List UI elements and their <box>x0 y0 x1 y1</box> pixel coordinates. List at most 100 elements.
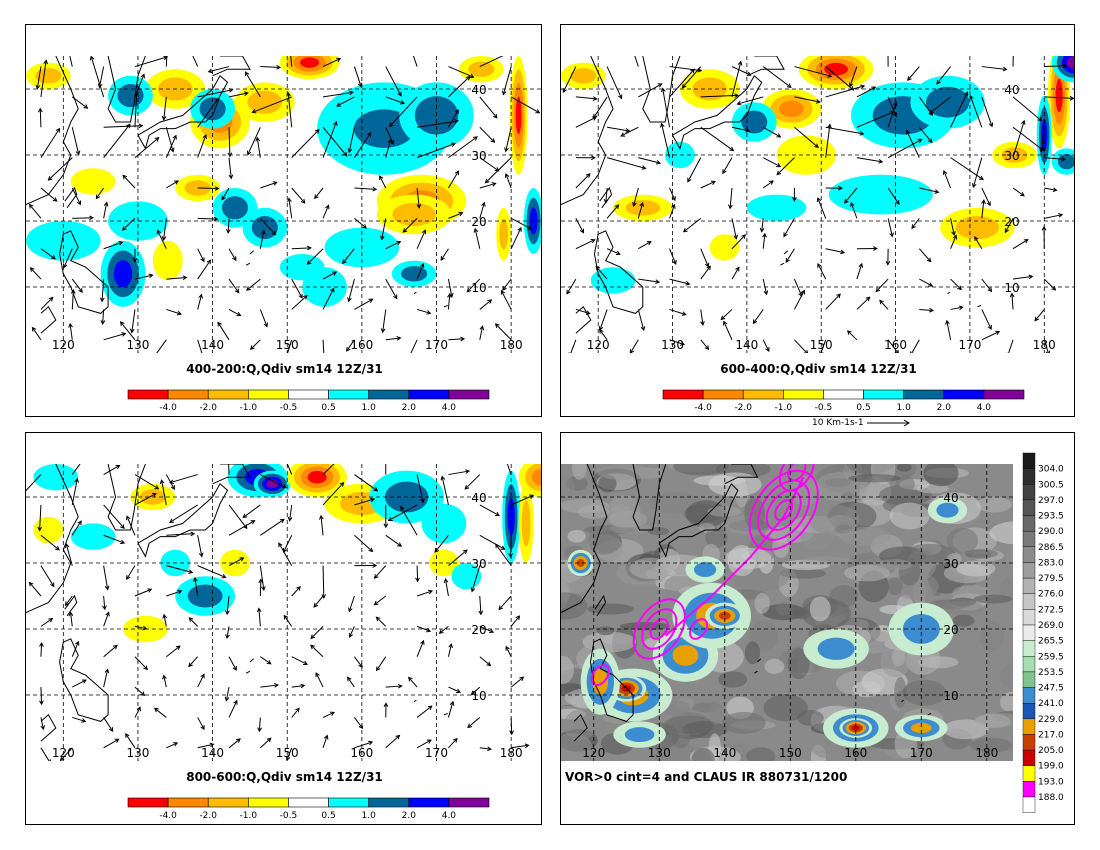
ir-colorbar-label: 241.0 <box>1038 699 1064 709</box>
vector-arrowhead <box>29 267 35 272</box>
vector-arrowhead <box>827 123 832 129</box>
vector-arrowhead <box>236 311 242 317</box>
moisture-flux-vector <box>825 85 865 98</box>
moisture-flux-vector <box>95 187 105 199</box>
moisture-flux-vector <box>322 58 341 68</box>
q-divergence-contour <box>1057 153 1074 170</box>
vector-arrowhead <box>460 336 466 342</box>
q-divergence-contour <box>251 216 278 240</box>
moisture-flux-vector <box>291 187 306 204</box>
moisture-flux-vector <box>40 60 47 97</box>
q-divergence-contour <box>709 234 740 261</box>
moisture-flux-vector <box>737 96 764 105</box>
colorbar-label: 4.0 <box>442 403 457 413</box>
vector-arrowhead <box>957 285 962 291</box>
vector-arrowhead <box>501 90 507 96</box>
moisture-flux-vector <box>1012 275 1033 280</box>
vector-arrowhead <box>330 287 335 293</box>
ir-colorbar-label: 283.0 <box>1038 558 1064 568</box>
vector-arrowhead <box>827 73 833 78</box>
moisture-flux-vector <box>761 218 764 232</box>
vector-arrowhead <box>656 160 662 165</box>
moisture-flux-vector <box>817 263 827 280</box>
vector-arrowhead <box>892 112 898 118</box>
ir-texture <box>776 602 792 616</box>
moisture-flux-vector <box>762 278 768 295</box>
moisture-flux-vector <box>606 157 646 169</box>
vector-arrowhead <box>261 586 266 592</box>
colorbar-label: -2.0 <box>199 811 217 821</box>
moisture-flux-vector <box>474 228 481 249</box>
ir-texture <box>597 464 653 481</box>
moisture-flux-vector <box>385 96 405 104</box>
cloud-top <box>910 722 932 734</box>
moisture-flux-vector <box>40 128 60 158</box>
vector-arrowhead <box>452 737 458 743</box>
vector-arrowhead <box>153 355 157 359</box>
moisture-flux-vector <box>919 278 933 287</box>
moisture-flux-vector <box>510 227 522 249</box>
q-divergence-contour <box>401 266 428 282</box>
vector-arrowhead <box>200 725 205 731</box>
moisture-flux-vector <box>310 644 324 658</box>
vector-arrowhead <box>768 180 774 185</box>
vector-arrowhead <box>660 87 666 93</box>
vector-arrowhead <box>481 201 486 207</box>
moisture-flux-vector <box>354 534 373 552</box>
vector-arrowhead <box>182 275 188 281</box>
vector-arrowhead <box>276 64 282 70</box>
moisture-flux-vector <box>228 464 230 475</box>
moisture-flux-vector <box>354 474 378 492</box>
vector-arrowhead <box>314 194 319 200</box>
coastline <box>593 230 644 314</box>
colorbar-swatch <box>288 797 329 808</box>
moisture-flux-vector <box>448 686 461 693</box>
q-divergence-contour <box>184 180 211 196</box>
ir-colorbar-label: 293.5 <box>1038 512 1064 522</box>
vector-arrowhead <box>376 666 381 672</box>
vector-arrowhead <box>963 91 969 97</box>
vector-arrowhead <box>632 201 637 208</box>
vector-arrowhead <box>99 297 105 303</box>
moisture-flux-vector <box>1012 187 1025 197</box>
ir-colorbar-label: 188.0 <box>1038 793 1064 803</box>
vector-arrowhead <box>987 287 993 293</box>
vector-arrowhead <box>928 282 934 287</box>
moisture-flux-vector <box>197 217 218 220</box>
moisture-flux-vector <box>856 296 870 310</box>
q-divergence-contour <box>515 96 522 135</box>
vector-arrowhead <box>878 159 884 164</box>
moisture-flux-vector <box>720 309 733 320</box>
vector-arrowhead <box>450 142 456 147</box>
moisture-flux-vector <box>30 267 42 280</box>
ir-texture <box>956 560 996 577</box>
colorbar-label: -0.5 <box>280 403 298 413</box>
ir-colorbar-swatch <box>1022 718 1036 735</box>
moisture-flux-vector <box>950 91 968 128</box>
ir-colorbar-label: 276.0 <box>1038 590 1064 600</box>
moisture-flux-vector <box>260 684 278 688</box>
vector-arrowhead <box>170 485 175 491</box>
map-area <box>561 464 1013 761</box>
vector-arrowhead <box>519 676 525 682</box>
moisture-flux-vector <box>103 669 109 688</box>
moisture-flux-vector <box>936 66 951 85</box>
vector-arrowhead <box>281 483 287 489</box>
ir-texture <box>852 681 881 698</box>
moisture-flux-vector <box>700 248 709 267</box>
moisture-flux-vector <box>731 267 740 280</box>
moisture-flux-vector <box>122 217 136 231</box>
moisture-flux-vector <box>464 474 481 490</box>
ir-colorbar-swatch <box>1022 796 1036 813</box>
ir-texture <box>809 596 831 622</box>
vector-arrowhead <box>1039 147 1045 153</box>
ir-colorbar-swatch <box>1022 687 1036 704</box>
moisture-flux-vector <box>103 534 125 544</box>
vector-arrowhead <box>310 634 316 640</box>
vector-arrowhead <box>660 122 665 128</box>
vector-arrowhead <box>1028 274 1034 280</box>
x-tick-label: 180 <box>500 746 523 760</box>
chart-400-200-svg: 120 130 140 150 160 170 180 10 20 30 40 400-200:Q,Q… <box>26 56 541 413</box>
ir-colorbar-swatch <box>1022 624 1036 641</box>
moisture-flux-vector <box>353 132 372 158</box>
